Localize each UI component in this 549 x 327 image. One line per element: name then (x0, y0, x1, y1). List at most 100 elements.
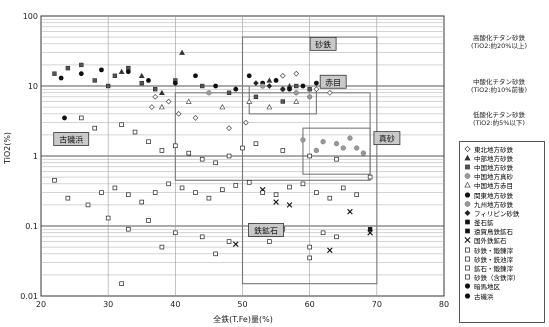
legend-entry: 釜石鉱 (463, 218, 541, 227)
data-point (159, 244, 165, 250)
data-point (119, 122, 124, 127)
data-point (313, 86, 320, 93)
x-tick-label: 50 (237, 300, 247, 309)
data-point (266, 77, 273, 83)
legend-label: 古磯浜 (474, 292, 494, 301)
side-label-low-sub: (TiO2:約5%以下) (473, 119, 525, 127)
data-point (287, 184, 292, 190)
data-point (146, 78, 151, 83)
legend-marker-shape (464, 173, 471, 179)
legend-entry: 中国地方真砂 (463, 172, 541, 181)
legend-marker-shape (464, 209, 471, 216)
data-point (300, 83, 306, 89)
legend-label: 国外鉄鉱石 (474, 237, 507, 246)
data-point (293, 70, 300, 77)
y-axis-label: TiO2(%) (3, 132, 12, 165)
data-point (85, 202, 91, 208)
annotation-box (248, 222, 284, 237)
legend-marker (465, 228, 470, 234)
data-point (226, 239, 232, 244)
data-point (340, 185, 346, 191)
data-point (206, 90, 212, 96)
data-point (253, 141, 259, 146)
data-point (286, 202, 293, 208)
data-point (199, 234, 205, 240)
data-point (226, 90, 232, 95)
legend-entry: フィリピン砂鉄 (463, 208, 541, 218)
data-point (179, 185, 185, 191)
legend-label: 鉱石・鍛錬滓 (474, 265, 513, 274)
legend-label: 九州地方砂鉄 (474, 200, 513, 209)
data-point (166, 181, 171, 187)
data-point (320, 139, 326, 145)
data-point (334, 156, 339, 162)
data-point (79, 115, 84, 121)
data-point (334, 234, 339, 240)
legend-marker-shape (465, 164, 470, 170)
legend-marker (465, 274, 470, 280)
annotation-box (373, 131, 401, 146)
legend-marker (464, 145, 471, 152)
data-point (99, 190, 104, 195)
annotation-box (309, 36, 337, 51)
data-point (307, 244, 312, 250)
legend-marker (464, 283, 471, 290)
data-point (220, 187, 225, 192)
data-point (79, 62, 84, 68)
data-point (105, 83, 111, 89)
regions (174, 36, 378, 285)
data-point (146, 218, 151, 223)
data-point (126, 192, 131, 197)
legend-marker-shape (465, 247, 470, 253)
legend-marker (465, 265, 470, 271)
legend-label: 中部地方砂鉄 (474, 154, 513, 163)
y-tick-label: 10 (28, 82, 38, 91)
data-point (52, 178, 57, 183)
legend-marker-shape (465, 228, 470, 234)
side-label-mid-title: 中酸化チタン砂鉄 (473, 78, 525, 86)
data-point (65, 65, 71, 71)
legend-entry: 古磯浜 (463, 291, 541, 301)
data-point (354, 192, 359, 197)
data-point (253, 80, 259, 86)
data-point (320, 230, 326, 236)
data-point (233, 86, 239, 92)
data-point (246, 73, 252, 79)
annotation-label: 赤目 (325, 78, 341, 87)
legend-marker-shape (464, 237, 471, 244)
side-label-high: 高酸化チタン砂鉄 (TiO2:約20%以上) (452, 34, 546, 50)
data-point (193, 190, 198, 195)
y-tick-label: 0.01 (20, 292, 38, 301)
data-point (119, 281, 124, 286)
data-point (149, 104, 155, 110)
legend-marker-shape (465, 265, 470, 271)
legend-label: 中国地方砂鉄 (474, 163, 513, 172)
data-point (52, 71, 57, 76)
data-point (192, 115, 199, 121)
legend-label: 遠賀鳥鉄鉱石 (474, 228, 513, 237)
data-point (213, 83, 219, 89)
legend-label: 関東地方砂鉄 (474, 191, 513, 200)
legend-entry: 鉱石・鍛錬滓 (463, 263, 541, 274)
legend-marker (464, 292, 471, 299)
legend-label: 砂鉄・鍛錬滓 (474, 246, 513, 255)
legend-entry: 砂鉄（含鉄滓） (463, 273, 541, 282)
data-point (300, 137, 306, 143)
data-point (243, 119, 249, 126)
data-point (213, 160, 218, 166)
data-point (112, 185, 118, 191)
data-point (294, 83, 299, 89)
legend-marker (465, 219, 470, 225)
data-point (200, 83, 205, 89)
data-point (347, 135, 353, 141)
data-point (112, 73, 118, 78)
data-point (260, 83, 266, 89)
side-label-low-title: 低酸化チタン砂鉄 (473, 111, 525, 119)
legend: 東北地方砂鉄 中部地方砂鉄 中国地方砂鉄 中国地方真砂 中国地方赤目 関東地方砂鉄 九州地方… (459, 141, 545, 323)
data-point (173, 230, 178, 236)
data-point (326, 89, 333, 96)
data-point (153, 87, 158, 92)
data-point (327, 195, 333, 201)
legend-marker-shape (464, 154, 471, 161)
